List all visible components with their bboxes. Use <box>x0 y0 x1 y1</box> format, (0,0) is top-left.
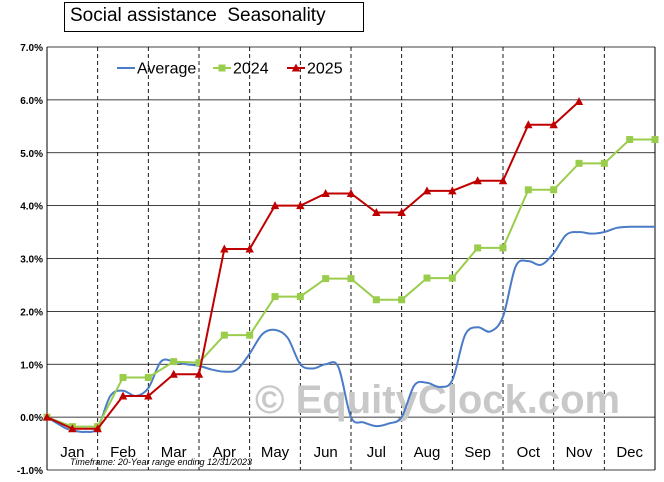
data-point-2024 <box>144 373 152 381</box>
data-point-2025 <box>68 424 77 433</box>
data-point-2025 <box>549 120 558 129</box>
legend-marker-2024 <box>218 64 226 72</box>
data-point-2025 <box>245 244 254 253</box>
month-label: Jun <box>314 444 338 461</box>
data-point-2025 <box>220 244 229 253</box>
month-label: Jan <box>60 444 84 461</box>
legend: Average 2024 2025 <box>117 61 343 78</box>
data-point-2025 <box>93 424 102 433</box>
month-label: Feb <box>110 444 136 461</box>
data-point-2025 <box>473 176 482 185</box>
legend-item-average: Average <box>117 61 196 78</box>
month-label: Apr <box>213 444 236 461</box>
data-point-2024 <box>271 293 279 301</box>
series-2025 <box>42 96 584 433</box>
data-point-2025 <box>42 412 52 421</box>
data-point-2025 <box>397 207 406 216</box>
month-label: Nov <box>566 444 593 461</box>
legend-marker-2025 <box>291 63 301 72</box>
legend-item-2025: 2025 <box>287 61 343 78</box>
data-point-2024 <box>322 275 330 283</box>
series-average <box>46 225 655 434</box>
y-tick-label: 5.0% <box>20 149 43 160</box>
data-point-2024 <box>600 159 608 167</box>
data-point-2025 <box>270 201 280 210</box>
axis-layer: -1.0% 0.0% 1.0% 2.0% 3.0% 4.0% 5.0% 6.0% 7.0% Jan… <box>17 43 656 477</box>
watermark: © EquityClock.com <box>255 378 620 422</box>
data-point-2025 <box>118 391 128 400</box>
data-point-2024 <box>119 373 127 381</box>
data-point-2024 <box>575 159 583 167</box>
timeframe-footnote: Timeframe: 20-Year range ending 12/31/20… <box>70 457 252 467</box>
data-point-2024 <box>626 136 634 144</box>
series-layer <box>42 96 659 434</box>
data-point-2025 <box>498 176 508 185</box>
data-point-2025 <box>448 186 457 195</box>
chart-title-box <box>64 2 364 32</box>
series-line-average <box>46 225 655 434</box>
legend-item-2024: 2024 <box>213 61 269 78</box>
y-tick-label: 1.0% <box>20 360 43 371</box>
data-point-2024 <box>651 136 659 144</box>
data-point-2025 <box>169 369 178 378</box>
data-point-2025 <box>144 391 153 400</box>
legend-label-average: Average <box>137 61 196 78</box>
series-line-2025 <box>46 100 580 430</box>
data-point-2025 <box>422 186 432 195</box>
y-tick-label: 2.0% <box>20 307 43 318</box>
data-point-2024 <box>246 331 254 339</box>
month-label: Oct <box>517 444 541 461</box>
month-label: Aug <box>414 444 441 461</box>
data-point-2025 <box>574 96 584 105</box>
data-point-2024 <box>296 293 304 301</box>
data-point-2024 <box>170 358 178 366</box>
month-label: Mar <box>161 444 187 461</box>
y-tick-label: 3.0% <box>20 255 43 266</box>
data-point-2025 <box>372 207 381 216</box>
data-point-2024 <box>474 244 482 252</box>
data-point-2024 <box>195 359 203 367</box>
y-tick-label: 7.0% <box>20 43 43 54</box>
legend-label-2024: 2024 <box>233 61 269 78</box>
data-point-2024 <box>423 274 431 282</box>
data-point-2024 <box>448 274 456 282</box>
data-point-2024 <box>499 244 507 252</box>
data-point-2025 <box>194 369 204 378</box>
y-tick-label: 0.0% <box>20 413 43 424</box>
data-point-2025 <box>296 201 305 210</box>
y-tick-label: -1.0% <box>17 466 43 477</box>
data-point-2025 <box>524 120 533 129</box>
data-point-2024 <box>550 186 558 194</box>
legend-label-2025: 2025 <box>307 61 343 78</box>
month-label: Jul <box>367 444 386 461</box>
data-point-2024 <box>398 296 406 304</box>
data-point-2025 <box>346 188 356 197</box>
month-label: Dec <box>616 444 643 461</box>
grid-layer <box>47 46 655 471</box>
data-point-2024 <box>372 296 380 304</box>
data-point-2024 <box>220 331 228 339</box>
chart-title: Social assistance Seasonality <box>70 5 326 26</box>
data-point-2025 <box>321 188 330 197</box>
y-tick-label: 6.0% <box>20 96 43 107</box>
data-point-2024 <box>347 275 355 283</box>
month-label: May <box>261 444 290 461</box>
y-tick-label: 4.0% <box>20 202 43 213</box>
data-point-2024 <box>524 186 532 194</box>
month-label: Sep <box>464 444 491 461</box>
